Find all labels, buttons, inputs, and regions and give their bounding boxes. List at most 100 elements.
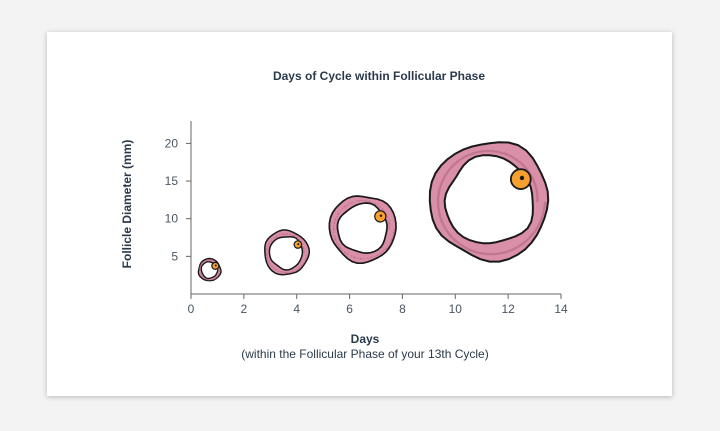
follicle-texture-dot: [270, 240, 272, 242]
follicle-texture-dot: [333, 222, 336, 225]
follicle-texture-dot: [494, 150, 498, 153]
follicle-texture-dot: [523, 240, 526, 244]
follicle-texture-dot: [273, 237, 275, 239]
follicle-texture-dot: [436, 199, 440, 202]
follicle-texture-dot: [513, 247, 516, 250]
follicle-texture-dot: [515, 246, 518, 249]
follicle-texture-dot: [542, 208, 546, 212]
follicle-texture-dot: [388, 227, 391, 230]
follicle-texture-dot: [471, 152, 474, 155]
follicle-texture-dot: [291, 271, 293, 273]
follicle-texture-dot: [440, 181, 443, 185]
y-ticks: 5 10 15 20: [165, 136, 191, 263]
follicle-texture-dot: [297, 267, 300, 270]
follicle-texture-dot: [388, 225, 391, 227]
follicle-texture-dot: [502, 251, 505, 254]
follicle-texture-dot: [535, 191, 539, 194]
follicle-texture-dot: [506, 250, 510, 253]
follicle-texture-dot: [486, 252, 489, 256]
follicle-texture-dot: [393, 229, 395, 231]
follicle-texture-dot: [358, 199, 360, 202]
follicle-texture-dot: [454, 239, 458, 243]
follicle-texture-dot: [483, 252, 487, 256]
oocyte-nucleus: [379, 214, 383, 217]
follicle-texture-dot: [293, 235, 295, 237]
follicle-texture-dot: [344, 205, 347, 207]
follicle-texture-dot: [448, 233, 451, 236]
follicle-texture-dot: [359, 257, 362, 260]
follicle-texture-dot: [199, 266, 202, 268]
follicle-texture-dot: [356, 257, 359, 259]
follicle-texture-dot: [538, 222, 541, 226]
follicle-texture-dot: [440, 219, 443, 222]
follicle-texture-dot: [446, 170, 450, 173]
follicle-ring: [328, 195, 397, 265]
follicle-texture-dot: [280, 271, 282, 273]
y-tick-label: 5: [171, 249, 178, 263]
follicle-texture-dot: [303, 261, 306, 263]
follicle-texture-dot: [459, 158, 463, 161]
follicle-texture-dot: [496, 150, 500, 154]
follicle-texture-dot: [272, 266, 274, 268]
follicle-texture-dot: [499, 151, 502, 154]
follicle-texture-dot: [436, 203, 440, 207]
follicle-texture-dot: [276, 235, 279, 237]
follicle-texture-dot: [438, 214, 442, 218]
follicle-texture-dot: [204, 260, 206, 263]
follicle-texture-dot: [530, 234, 533, 237]
follicle-texture-dot: [454, 162, 457, 165]
follicle-texture-dot: [382, 209, 384, 211]
follicle-texture-dot: [474, 250, 478, 254]
y-axis-label: Follicle Diameter (mm): [120, 140, 134, 269]
follicle-texture-dot: [339, 210, 341, 212]
follicle-texture-dot: [206, 278, 208, 281]
x-axis-label: Days: [351, 332, 380, 346]
follicle-texture-dot: [534, 186, 538, 190]
follicle-texture-dot: [543, 206, 546, 210]
follicle-texture-dot: [377, 254, 379, 256]
follicle-texture-dot: [337, 243, 339, 246]
follicle-texture-dot: [267, 246, 269, 248]
x-tick-label: 10: [449, 302, 463, 316]
follicle-texture-dot: [512, 156, 516, 160]
follicle-texture-dot: [291, 234, 294, 236]
follicle-texture-dot: [479, 150, 483, 153]
follicle-texture-dot: [387, 219, 390, 222]
follicle-texture-dot: [284, 271, 287, 274]
follicle-texture-dot: [517, 245, 520, 248]
follicle-texture-dot: [533, 230, 536, 234]
follicle-texture-dot: [477, 150, 481, 154]
follicle-texture-dot: [437, 194, 440, 198]
follicle-texture-dot: [497, 252, 501, 255]
follicle-texture-dot: [379, 252, 382, 255]
follicle-texture-dot: [463, 155, 466, 159]
follicle-texture-dot: [542, 211, 545, 214]
follicle-texture-dot: [470, 249, 473, 252]
follicle-texture-dot: [484, 149, 487, 153]
follicle-texture-dot: [436, 197, 440, 200]
follicle-texture-dot: [439, 183, 443, 187]
follicle-texture-dot: [535, 226, 539, 230]
follicle-texture-dot: [335, 217, 337, 220]
y-tick-label: 15: [165, 174, 179, 188]
follicle-texture-dot: [217, 269, 220, 271]
follicle-texture-dot: [302, 246, 305, 248]
follicle-texture-dot: [441, 221, 444, 224]
follicle-texture-dot: [219, 270, 221, 273]
follicle-texture-dot: [360, 257, 363, 260]
follicle-texture-dot: [266, 252, 268, 255]
follicle-texture-dot: [468, 248, 471, 251]
follicle-texture-dot: [210, 260, 213, 262]
follicle-texture-dot: [438, 188, 441, 191]
follicle-texture-dot: [266, 256, 269, 259]
follicle-texture-dot: [519, 243, 522, 247]
follicle-texture-dot: [336, 215, 338, 218]
follicle-texture-dot: [334, 219, 337, 221]
follicle-texture-dot: [460, 243, 463, 247]
follicle-texture-dot: [339, 246, 342, 249]
follicle-texture-dot: [532, 180, 536, 184]
follicle-texture-dot: [299, 266, 301, 269]
follicle-texture-dot: [528, 236, 532, 239]
follicle-texture-dot: [445, 229, 449, 232]
follicle-texture-dot: [466, 247, 469, 250]
